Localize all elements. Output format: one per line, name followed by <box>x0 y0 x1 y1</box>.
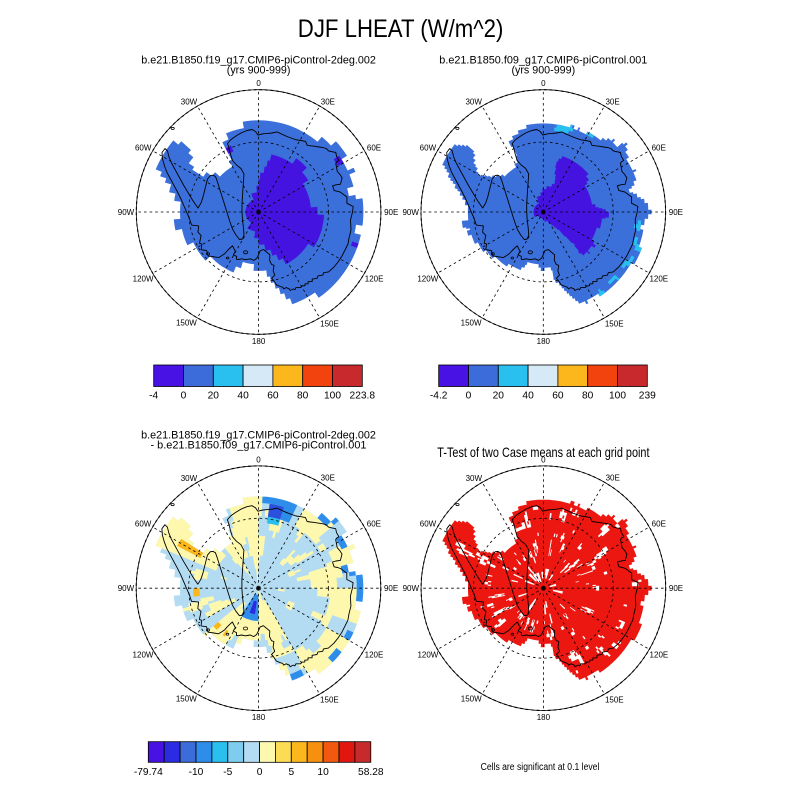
svg-text:b.e21.B1850.f19_g17.CMIP6-piCo: b.e21.B1850.f19_g17.CMIP6-piControl-2deg… <box>141 55 376 67</box>
svg-text:T-Test of two Case means at ea: T-Test of two Case means at each grid po… <box>437 444 649 460</box>
svg-text:100: 100 <box>324 391 341 402</box>
svg-text:100: 100 <box>609 391 626 402</box>
svg-text:20: 20 <box>208 391 220 402</box>
svg-text:0: 0 <box>257 767 263 778</box>
svg-text:DJF LHEAT (W/m^2): DJF LHEAT (W/m^2) <box>298 15 504 43</box>
svg-text:80: 80 <box>297 391 309 402</box>
svg-text:b.e21.B1850.f19_g17.CMIP6-piCo: b.e21.B1850.f19_g17.CMIP6-piControl-2deg… <box>141 430 376 442</box>
svg-text:b.e21.B1850.f09_g17.CMIP6-piCo: b.e21.B1850.f09_g17.CMIP6-piControl.001 <box>439 55 647 67</box>
svg-text:223.8: 223.8 <box>350 391 376 402</box>
svg-text:-79.74: -79.74 <box>134 767 163 778</box>
svg-text:-4: -4 <box>149 391 158 402</box>
svg-text:Cells are significant at 0.1 l: Cells are significant at 0.1 level <box>481 762 600 773</box>
svg-text:58.28: 58.28 <box>358 767 384 778</box>
svg-text:- b.e21.B1850.f09_g17.CMIP6-pi: - b.e21.B1850.f09_g17.CMIP6-piControl.00… <box>151 439 367 451</box>
svg-text:40: 40 <box>237 391 249 402</box>
svg-text:10: 10 <box>317 767 329 778</box>
svg-text:0: 0 <box>181 391 187 402</box>
svg-text:0: 0 <box>466 391 472 402</box>
svg-text:60: 60 <box>552 391 564 402</box>
svg-text:40: 40 <box>522 391 534 402</box>
svg-text:60: 60 <box>267 391 279 402</box>
svg-text:-4.2: -4.2 <box>430 391 448 402</box>
svg-text:5: 5 <box>288 767 294 778</box>
svg-text:-5: -5 <box>223 767 232 778</box>
svg-text:239: 239 <box>639 391 656 402</box>
svg-text:80: 80 <box>582 391 594 402</box>
svg-text:(yrs 900-999): (yrs 900-999) <box>227 64 291 76</box>
svg-text:20: 20 <box>493 391 505 402</box>
svg-text:-10: -10 <box>189 767 204 778</box>
svg-text:(yrs 900-999): (yrs 900-999) <box>511 64 575 76</box>
